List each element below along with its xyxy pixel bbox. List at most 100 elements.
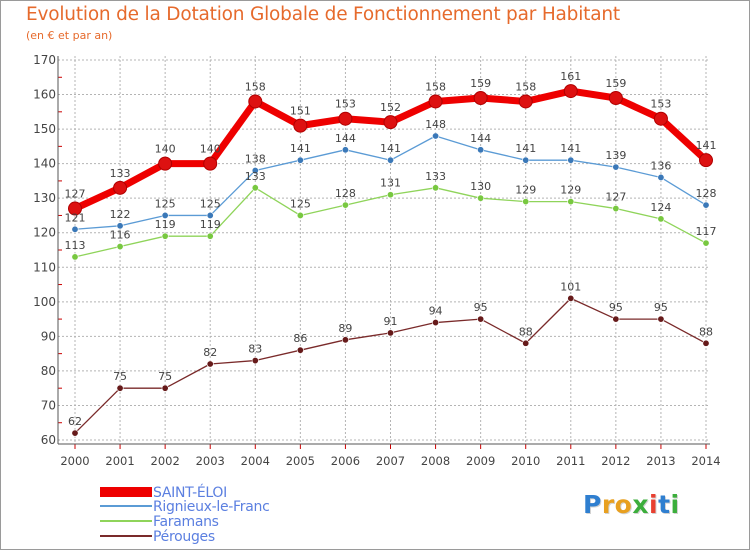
data-label-saint-eloi: 151 (290, 105, 311, 118)
data-label-rignieux-le-franc: 125 (200, 197, 221, 210)
data-label-faramans: 125 (290, 197, 311, 210)
data-point-perouges (296, 346, 304, 354)
data-point-perouges (206, 360, 214, 368)
x-tick-label: 2007 (376, 454, 405, 468)
data-label-rignieux-le-franc: 141 (290, 142, 311, 155)
data-label-faramans: 117 (696, 225, 717, 238)
data-point-faramans (432, 184, 440, 192)
data-label-saint-eloi: 140 (200, 143, 221, 156)
data-point-saint-eloi (608, 91, 623, 105)
data-point-perouges (341, 336, 349, 344)
x-tick-label: 2013 (646, 454, 675, 468)
data-point-perouges (657, 315, 665, 323)
data-label-saint-eloi: 133 (110, 167, 131, 180)
logo-letter: o (614, 490, 633, 519)
data-label-perouges: 75 (158, 370, 172, 383)
data-label-faramans: 119 (155, 218, 176, 231)
data-point-rignieux-le-franc (341, 146, 349, 154)
data-point-rignieux-le-franc (477, 146, 485, 154)
data-point-saint-eloi (428, 94, 443, 109)
data-point-faramans (206, 232, 214, 240)
data-label-perouges: 82 (203, 346, 217, 359)
data-point-faramans (116, 243, 124, 251)
logo-letter: r (601, 490, 615, 519)
data-point-saint-eloi (293, 118, 308, 133)
legend-swatch-saint-eloi (100, 487, 152, 497)
data-label-perouges: 95 (609, 301, 623, 314)
x-tick-label: 2004 (241, 454, 270, 468)
data-label-saint-eloi: 158 (515, 80, 536, 93)
data-point-faramans (612, 205, 620, 213)
data-point-perouges (522, 339, 530, 347)
data-point-rignieux-le-franc (116, 222, 124, 230)
data-point-perouges (71, 429, 79, 437)
x-tick-label: 2002 (151, 454, 180, 468)
data-labels: 121 122 125 125 138 141 144 141 148 144 141 141 139 1… (65, 70, 717, 428)
logo-letter: x (632, 490, 649, 519)
data-point-faramans (657, 215, 665, 223)
data-point-perouges (612, 315, 620, 323)
data-label-perouges: 83 (248, 343, 262, 356)
data-point-perouges (477, 315, 485, 323)
data-label-faramans: 127 (605, 191, 626, 204)
data-label-rignieux-le-franc: 141 (515, 142, 536, 155)
chart-title: Evolution de la Dotation Globale de Fonc… (26, 4, 620, 25)
logo-letter: t (658, 490, 671, 519)
data-point-saint-eloi (68, 201, 82, 216)
data-point-saint-eloi (248, 94, 263, 109)
data-point-saint-eloi (563, 84, 578, 99)
data-label-saint-eloi: 158 (245, 80, 266, 93)
data-label-perouges: 101 (560, 280, 581, 293)
data-label-perouges: 62 (68, 415, 82, 428)
x-tick-label: 2006 (331, 454, 360, 468)
x-tick-label: 2003 (196, 454, 225, 468)
series-lines (68, 84, 713, 437)
data-point-saint-eloi (653, 111, 668, 126)
data-label-saint-eloi: 161 (560, 70, 581, 83)
data-label-faramans: 113 (65, 239, 86, 252)
data-point-faramans (477, 194, 485, 202)
data-point-perouges (432, 319, 440, 327)
data-label-perouges: 88 (699, 325, 713, 338)
data-label-faramans: 129 (560, 184, 581, 197)
data-label-saint-eloi: 141 (696, 139, 717, 152)
data-label-faramans: 129 (515, 184, 536, 197)
data-label-saint-eloi: 159 (470, 77, 491, 90)
data-point-saint-eloi (473, 91, 488, 105)
legend-swatch-rignieux-le-franc (100, 505, 152, 507)
data-label-rignieux-le-franc: 125 (155, 197, 176, 210)
data-point-saint-eloi (113, 180, 128, 195)
x-tick-label: 2000 (60, 454, 89, 468)
data-point-perouges (251, 357, 259, 365)
data-label-rignieux-le-franc: 144 (335, 132, 356, 145)
data-label-rignieux-le-franc: 136 (650, 159, 671, 172)
data-point-faramans (161, 232, 169, 240)
data-point-faramans (296, 211, 304, 219)
data-label-saint-eloi: 153 (335, 98, 356, 111)
chart-subtitle: (en € et par an) (26, 29, 113, 42)
data-label-faramans: 124 (650, 201, 671, 214)
y-tick-label: 70 (41, 398, 56, 412)
y-tick-label: 150 (33, 122, 56, 136)
data-point-rignieux-le-franc (522, 156, 530, 164)
y-tick-label: 80 (41, 364, 56, 378)
data-label-rignieux-le-franc: 138 (245, 153, 266, 166)
data-label-perouges: 89 (338, 322, 352, 335)
proxiti-logo: Proxiti (583, 490, 680, 519)
data-label-faramans: 130 (470, 180, 491, 193)
x-tick-label: 2014 (691, 454, 720, 468)
y-tick-label: 140 (33, 157, 56, 171)
data-label-faramans: 128 (335, 187, 356, 200)
data-point-rignieux-le-franc (657, 173, 665, 181)
data-point-rignieux-le-franc (296, 156, 304, 164)
x-tick-label: 2008 (421, 454, 450, 468)
data-label-rignieux-le-franc: 144 (470, 132, 491, 145)
data-point-faramans (702, 239, 710, 247)
legend-swatch-perouges (100, 535, 152, 537)
x-tick-label: 2011 (556, 454, 585, 468)
data-point-rignieux-le-franc (386, 156, 394, 164)
data-label-faramans: 131 (380, 177, 401, 190)
x-tick-label: 2012 (601, 454, 630, 468)
